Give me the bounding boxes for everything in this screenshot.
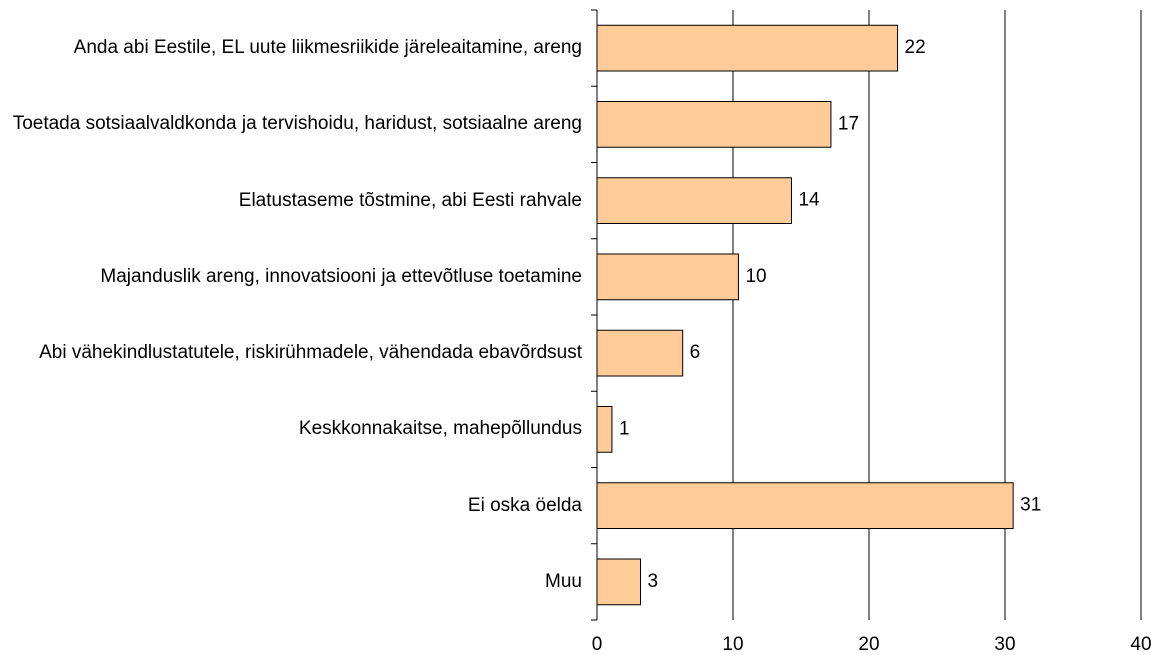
bar [596, 482, 1014, 529]
bar [596, 177, 792, 224]
value-label: 6 [690, 342, 701, 363]
value-label: 14 [798, 190, 820, 211]
y-tick-label-box: Majanduslik areng, innovatsiooni ja ette… [7, 263, 582, 291]
bar [596, 329, 684, 377]
value-label: 10 [745, 266, 766, 287]
value-label: 17 [838, 113, 859, 134]
bar [596, 253, 739, 301]
value-label: 22 [905, 37, 926, 58]
y-tick-label: Anda abi Eestile, EL uute liikmesriikide… [73, 37, 582, 59]
x-tick-label: 10 [722, 634, 743, 655]
y-tick-label-box: Elatustaseme tõstmine, abi Eesti rahvale [7, 187, 582, 215]
y-tick-label: Ei oska öelda [467, 494, 582, 516]
y-tick-label: Majanduslik areng, innovatsiooni ja ette… [100, 265, 582, 287]
y-tick-label: Elatustaseme tõstmine, abi Eesti rahvale [238, 189, 582, 211]
y-tick-label-box: Toetada sotsiaalvaldkonda ja tervishoidu… [7, 110, 582, 138]
y-tick-label: Abi vähekindlustatutele, riskirühmadele,… [39, 342, 582, 364]
x-tick-label: 40 [1130, 634, 1151, 655]
bar [596, 101, 832, 148]
y-tick-label-box: Keskkonnakaitse, mahepõllundus [7, 415, 582, 443]
bar [596, 558, 642, 606]
x-tick-label: 0 [592, 634, 603, 655]
y-tick-label-box: Anda abi Eestile, EL uute liikmesriikide… [7, 34, 582, 62]
x-tick-label: 20 [858, 634, 879, 655]
x-tick-label: 30 [994, 634, 1015, 655]
value-label: 1 [619, 418, 630, 439]
value-label: 3 [648, 571, 659, 592]
y-tick-label: Muu [545, 570, 582, 592]
value-label: 31 [1020, 495, 1041, 516]
bar [596, 24, 899, 72]
y-tick-label: Keskkonnakaitse, mahepõllundus [298, 418, 582, 440]
y-tick-label-box: Muu [7, 568, 582, 596]
bar [596, 406, 613, 453]
y-tick-label: Toetada sotsiaalvaldkonda ja tervishoidu… [12, 113, 582, 135]
y-tick-label-box: Ei oska öelda [7, 492, 582, 520]
y-tick-label-box: Abi vähekindlustatutele, riskirühmadele,… [7, 339, 582, 367]
